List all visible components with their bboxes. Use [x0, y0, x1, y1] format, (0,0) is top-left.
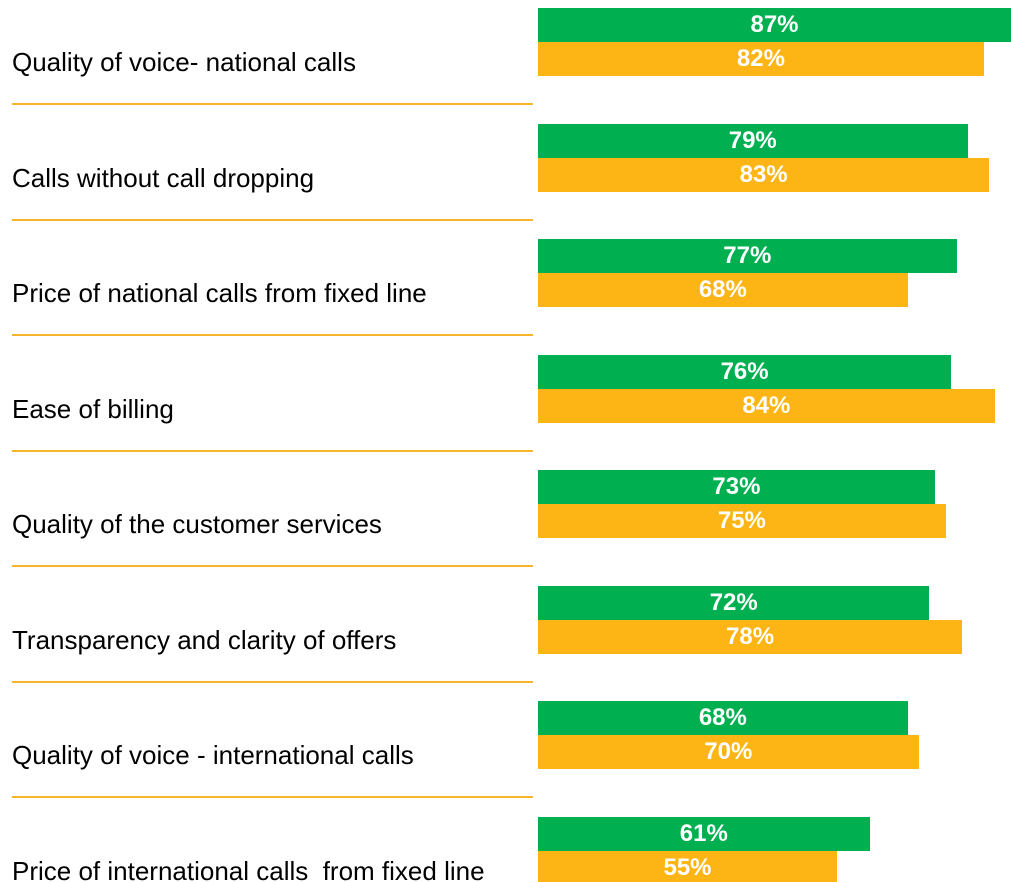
- value-label: 75%: [717, 507, 766, 534]
- separator: [12, 796, 533, 798]
- separator: [12, 103, 533, 105]
- separator: [12, 449, 533, 452]
- category-label: Ease of billing: [12, 393, 174, 424]
- value-label: 76%: [720, 357, 769, 385]
- value-label: 70%: [704, 738, 753, 765]
- bar: 83%: [538, 157, 990, 192]
- value-label: 73%: [712, 473, 761, 500]
- bar: 72%: [538, 585, 930, 620]
- bar: 87%: [538, 8, 1011, 42]
- category-label: Transparency and clarity of offers: [12, 624, 397, 655]
- bar: 68%: [538, 273, 908, 307]
- value-label: 55%: [663, 853, 712, 881]
- value-label: 68%: [698, 704, 747, 731]
- value-label: 84%: [742, 391, 791, 419]
- category-label: Quality of the customer services: [12, 509, 382, 539]
- value-label: 78%: [726, 622, 775, 650]
- value-label: 72%: [709, 588, 758, 616]
- bar: 79%: [538, 123, 968, 158]
- value-label: 77%: [723, 242, 772, 269]
- separator: [12, 334, 533, 336]
- bar: 70%: [538, 735, 919, 769]
- bar: 68%: [538, 701, 908, 735]
- value-label: 82%: [736, 45, 785, 72]
- category-label: Calls without call dropping: [12, 162, 315, 193]
- value-label: 61%: [679, 819, 728, 847]
- bar: 78%: [538, 619, 963, 654]
- bar: 55%: [538, 850, 838, 882]
- separator: [12, 680, 533, 683]
- separator: [12, 565, 533, 567]
- bar: 82%: [538, 42, 984, 76]
- value-label: 87%: [750, 11, 799, 38]
- bar: 84%: [538, 388, 995, 423]
- bar: 73%: [538, 470, 935, 504]
- category-label: Quality of voice - international calls: [12, 740, 414, 770]
- separator: [12, 218, 533, 221]
- value-label: 79%: [728, 126, 777, 154]
- bar: 75%: [538, 504, 946, 538]
- category-label: Quality of voice- national calls: [12, 47, 356, 77]
- value-label: 68%: [698, 276, 747, 303]
- bar: 77%: [538, 239, 957, 273]
- category-label: Price of national calls from fixed line: [12, 278, 427, 308]
- bar: 61%: [538, 816, 870, 851]
- value-label: 83%: [739, 160, 788, 188]
- category-label: Price of international calls from fixed …: [12, 855, 485, 882]
- bar: 76%: [538, 354, 952, 389]
